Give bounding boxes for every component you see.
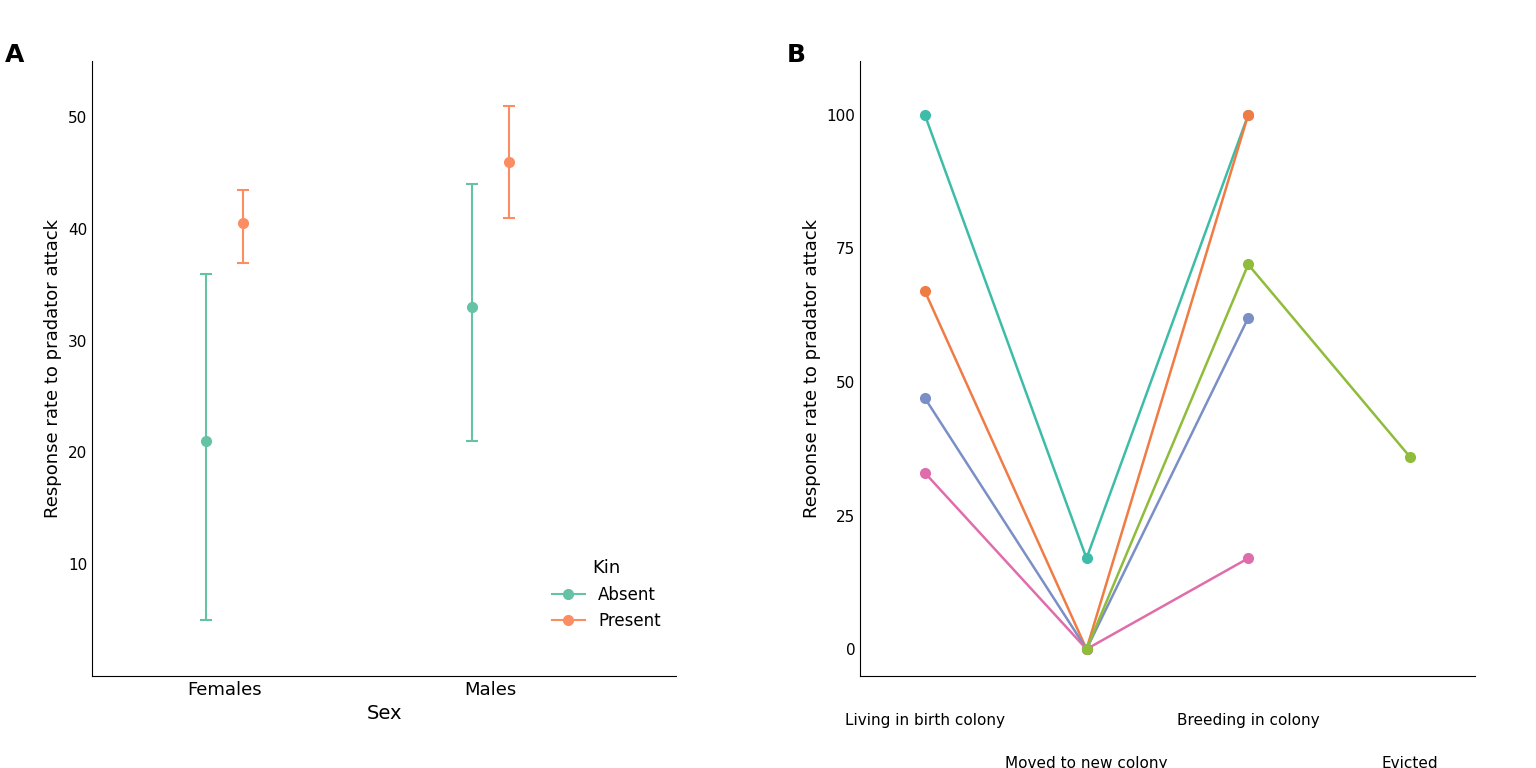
Text: Living in birth colony: Living in birth colony xyxy=(845,713,1005,728)
Text: Moved to new colony: Moved to new colony xyxy=(1005,756,1167,768)
X-axis label: Sex: Sex xyxy=(366,704,402,723)
Text: A: A xyxy=(5,43,25,67)
Legend: Absent, Present: Absent, Present xyxy=(545,553,668,637)
Text: Breeding in colony: Breeding in colony xyxy=(1177,713,1319,728)
Y-axis label: Response rate to pradator attack: Response rate to pradator attack xyxy=(803,219,820,518)
Text: B: B xyxy=(786,43,805,67)
Text: Evicted: Evicted xyxy=(1381,756,1438,768)
Y-axis label: Response rate to pradator attack: Response rate to pradator attack xyxy=(45,219,63,518)
